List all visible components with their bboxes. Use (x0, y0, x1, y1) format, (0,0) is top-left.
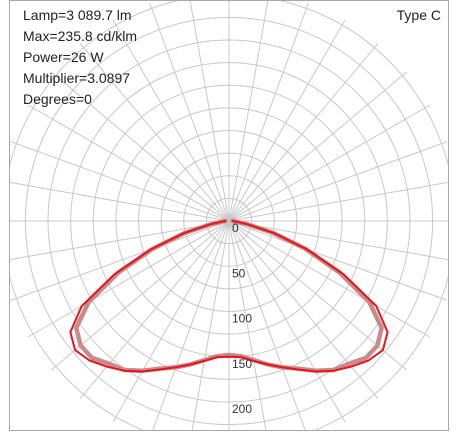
radial-tick-label: 200 (232, 402, 252, 416)
max-intensity-text: Max=235.8 cd/klm (23, 28, 137, 44)
grid-spoke (191, 1, 269, 430)
intensity-curve-secondary (74, 218, 384, 373)
chart-frame (9, 0, 449, 431)
degrees-text: Degrees=0 (23, 91, 92, 107)
radial-tick-label: 100 (232, 312, 252, 326)
radial-tick-label: 50 (232, 266, 246, 280)
radial-tick-label: 0 (232, 221, 239, 235)
luminous-intensity-curves (69, 218, 389, 373)
multiplier-text: Multiplier=3.0897 (23, 70, 130, 86)
info-block: Lamp=3 089.7 lm Max=235.8 cd/klm Power=2… (23, 7, 137, 107)
lamp-flux-text: Lamp=3 089.7 lm (23, 7, 132, 23)
power-text: Power=26 W (23, 49, 104, 65)
intensity-curve-primary (69, 220, 389, 373)
radial-tick-labels: 0 50 100 150 200 (232, 221, 252, 416)
photometry-type-label: Type C (397, 7, 441, 23)
radial-tick-label: 150 (232, 357, 252, 371)
